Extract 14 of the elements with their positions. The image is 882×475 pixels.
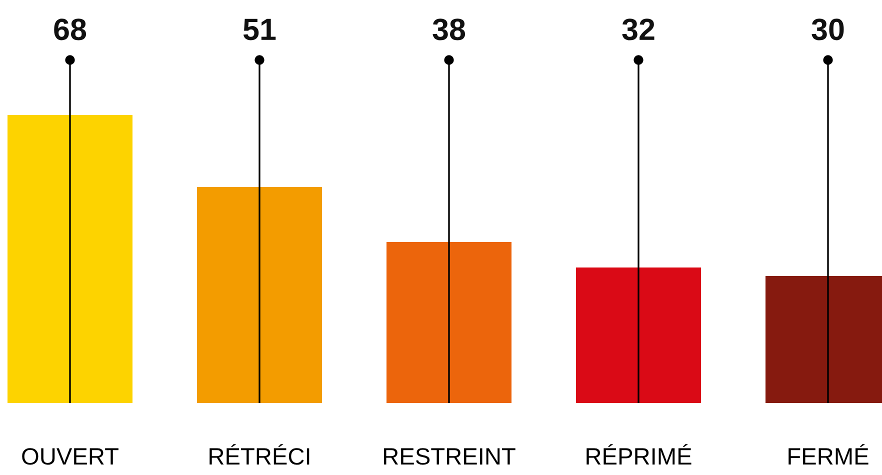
bar xyxy=(386,242,512,403)
x-tick-label: OUVERT xyxy=(22,448,118,465)
data-label: 38 xyxy=(432,18,466,40)
x-tick-label: FERMÉ xyxy=(788,444,868,465)
data-label: 68 xyxy=(54,18,86,40)
bar xyxy=(197,187,322,403)
x-tick-label: RESTREINT xyxy=(384,448,516,465)
data-label: 32 xyxy=(622,18,654,40)
x-tick-label: RÉPRIMÉ xyxy=(586,444,692,465)
bar xyxy=(8,115,132,403)
bar xyxy=(576,267,701,403)
data-label: 51 xyxy=(243,18,276,40)
data-label: 30 xyxy=(812,18,844,40)
x-tick-label: RÉTRÉCI xyxy=(210,444,310,465)
